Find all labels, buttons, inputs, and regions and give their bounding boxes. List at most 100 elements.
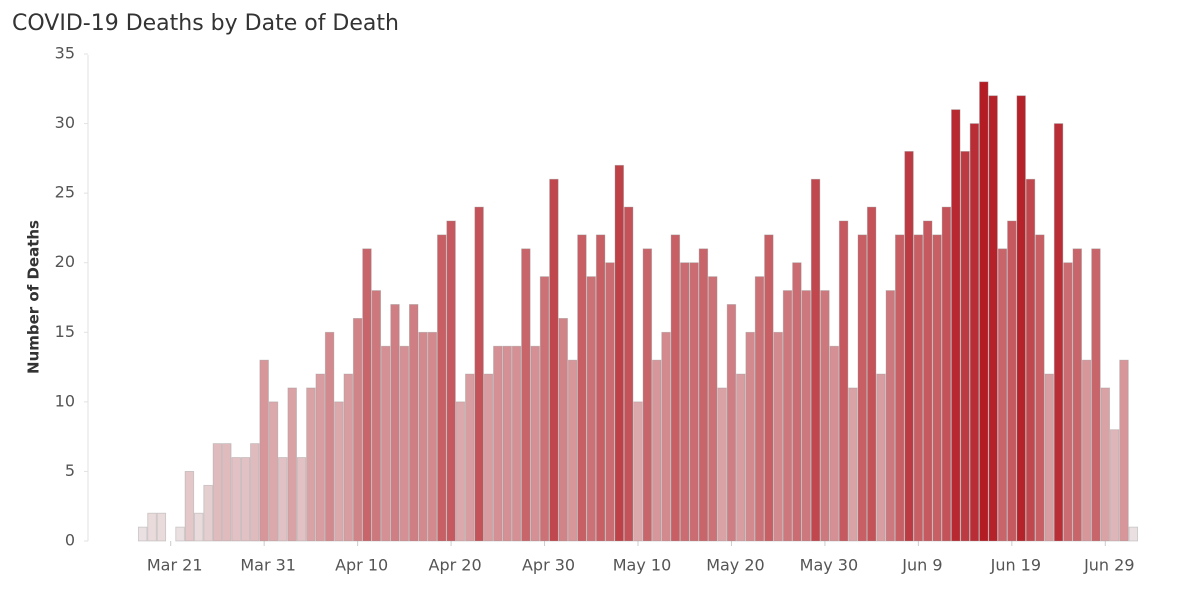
bar — [960, 150, 970, 542]
bar — [231, 457, 241, 542]
bar — [315, 373, 325, 542]
bar — [764, 234, 774, 542]
bar — [969, 123, 980, 542]
bar — [511, 345, 522, 542]
bar — [558, 317, 568, 542]
bar — [306, 387, 316, 542]
bar — [838, 220, 849, 542]
bar — [988, 95, 998, 542]
bar — [222, 443, 232, 542]
bar — [885, 290, 896, 542]
bar — [521, 248, 531, 542]
bar — [642, 248, 653, 542]
bar — [1072, 248, 1082, 542]
bar — [623, 206, 634, 542]
x-tick-label: Mar 31 — [240, 556, 296, 575]
bar — [390, 304, 400, 542]
bar — [418, 331, 428, 542]
bar — [810, 178, 821, 542]
bar — [866, 206, 877, 542]
bar — [1100, 387, 1110, 542]
bar — [651, 359, 662, 542]
bar — [371, 290, 382, 542]
y-tick-label: 10 — [55, 391, 75, 410]
bar — [549, 178, 559, 542]
bar — [156, 512, 167, 542]
bar — [483, 373, 494, 542]
bar — [633, 401, 643, 542]
bar — [605, 262, 615, 542]
bar — [250, 443, 260, 542]
chart-title: COVID-19 Deaths by Date of Death — [12, 11, 399, 36]
bar — [1016, 95, 1026, 542]
bar — [278, 457, 288, 542]
bar — [493, 345, 503, 542]
bar — [661, 331, 671, 542]
x-tick-label: May 20 — [706, 556, 765, 575]
bar — [324, 331, 335, 542]
bar — [1053, 123, 1064, 542]
bar — [951, 109, 961, 542]
bar — [595, 234, 606, 542]
bar — [184, 471, 195, 542]
x-tick-label: Jun 9 — [901, 556, 942, 575]
bar — [904, 150, 914, 542]
bar — [670, 234, 681, 542]
bar — [1109, 429, 1120, 542]
bar — [465, 373, 475, 542]
bar — [708, 276, 718, 542]
y-tick-label: 15 — [55, 322, 75, 341]
bar — [829, 345, 839, 542]
bar — [1035, 234, 1045, 542]
bar — [455, 401, 466, 542]
bar — [1063, 262, 1073, 542]
bar — [894, 234, 905, 542]
bar — [848, 387, 858, 542]
bar — [530, 345, 540, 542]
bar — [212, 443, 223, 542]
y-tick-label: 20 — [55, 252, 75, 271]
bar — [876, 373, 886, 542]
bar — [736, 373, 746, 542]
x-tick-label: Apr 30 — [522, 556, 575, 575]
bar — [941, 206, 952, 542]
bar — [352, 317, 363, 542]
y-tick-label: 30 — [55, 113, 75, 132]
bar — [689, 262, 699, 542]
bar — [997, 248, 1008, 542]
bar — [567, 359, 578, 542]
bar — [175, 526, 185, 542]
bar — [1091, 248, 1101, 542]
bar — [979, 81, 989, 542]
bar — [474, 206, 484, 542]
bar — [792, 262, 802, 542]
x-tick-label: Apr 20 — [429, 556, 482, 575]
y-tick-label: 0 — [65, 531, 75, 550]
bar — [698, 248, 709, 542]
bar — [334, 401, 344, 542]
bar — [754, 276, 765, 542]
bar — [577, 234, 587, 542]
bar — [409, 304, 419, 542]
bar — [923, 220, 933, 542]
bar — [268, 401, 279, 542]
bar — [726, 304, 737, 542]
bar — [1081, 359, 1092, 542]
bar — [857, 234, 867, 542]
y-tick-label: 35 — [55, 44, 75, 63]
bar — [259, 359, 269, 542]
bar — [446, 220, 456, 542]
bar — [801, 290, 811, 542]
y-tick-label: 25 — [55, 183, 75, 202]
bar — [1044, 373, 1054, 542]
bar — [586, 276, 596, 542]
bar — [240, 457, 251, 542]
bar — [782, 290, 793, 542]
bar — [296, 457, 307, 542]
bar — [137, 526, 148, 542]
bar — [194, 512, 204, 542]
bar — [1119, 359, 1129, 542]
x-tick-label: Jun 29 — [1083, 556, 1134, 575]
bar — [1025, 178, 1036, 542]
